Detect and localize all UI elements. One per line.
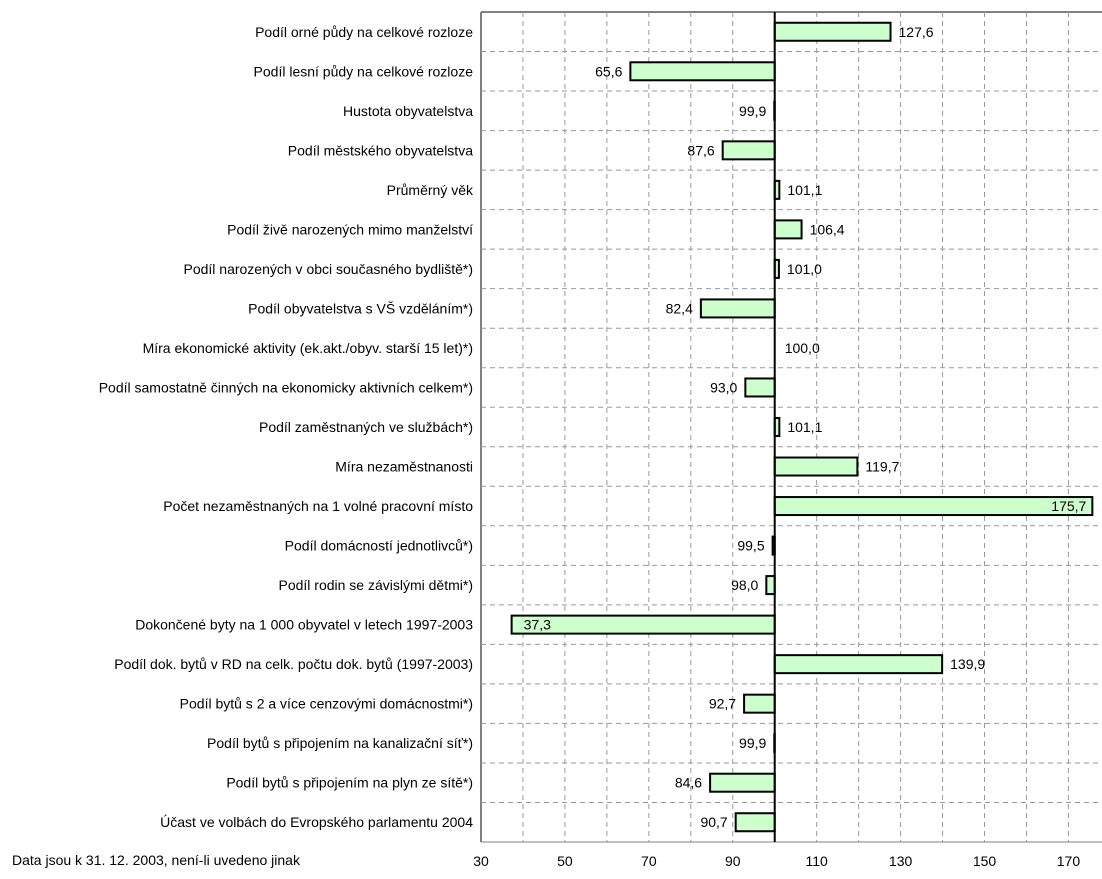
category-label: Podíl samostatně činných na ekonomicky a… <box>99 379 473 395</box>
category-label: Hustota obyvatelstva <box>343 103 473 119</box>
bar-value-label: 93,0 <box>710 379 737 395</box>
bar-value-label: 101,1 <box>787 182 822 198</box>
category-label: Míra ekonomické aktivity (ek.akt./obyv. … <box>143 340 473 356</box>
category-labels: Podíl orné půdy na celkové rozloze Podíl … <box>99 24 474 830</box>
bar <box>723 141 775 159</box>
bar-value-label: 98,0 <box>731 577 758 593</box>
bar-value-label: 92,7 <box>709 696 736 712</box>
bar <box>775 497 1093 515</box>
category-label: Podíl městského obyvatelstva <box>288 142 473 158</box>
category-label: Průměrný věk <box>387 182 474 198</box>
bar <box>775 23 891 41</box>
category-label: Podíl dok. bytů v RD na celk. počtu dok.… <box>114 656 473 672</box>
x-tick-label: 150 <box>973 853 997 869</box>
footnote: Data jsou k 31. 12. 2003, není-li uveden… <box>12 852 301 868</box>
bar-value-label: 101,0 <box>787 261 822 277</box>
x-tick-label: 130 <box>889 853 913 869</box>
category-label: Podíl obyvatelstva s VŠ vzděláním*) <box>248 300 473 316</box>
category-label: Podíl bytů s připojením na kanalizační s… <box>207 735 473 751</box>
bar <box>736 813 775 831</box>
category-label: Podíl domácností jednotlivců*) <box>285 538 473 554</box>
category-label: Podíl lesní půdy na celkové rozloze <box>254 63 474 79</box>
category-label: Podíl bytů s připojením na plyn ze sítě*… <box>226 775 473 791</box>
x-tick-label: 90 <box>725 853 741 869</box>
bar-value-label: 127,6 <box>899 24 934 40</box>
bar <box>512 616 775 634</box>
category-label: Podíl rodin se závislými dětmi*) <box>278 577 473 593</box>
bar <box>775 458 858 476</box>
bar <box>766 576 774 594</box>
category-label: Podíl zaměstnaných ve službách*) <box>259 419 473 435</box>
category-label: Podíl narozených v obci současného bydli… <box>183 261 473 277</box>
bar-value-label: 119,7 <box>865 459 899 475</box>
category-label: Počet nezaměstnaných na 1 volné pracovní… <box>163 498 473 514</box>
bar-value-label: 65,6 <box>595 63 622 79</box>
bar <box>701 299 775 317</box>
bar-value-label: 106,4 <box>810 221 845 237</box>
category-label: Účast ve volbách do Evropského parlament… <box>160 814 473 830</box>
x-tick-label: 70 <box>641 853 657 869</box>
bar-value-label: 101,1 <box>787 419 822 435</box>
bar-value-label: 139,9 <box>950 656 985 672</box>
bar-value-label: 90,7 <box>700 814 727 830</box>
category-label: Podíl živě narozených mimo manželství <box>227 221 473 237</box>
bar-value-label: 82,4 <box>666 300 693 316</box>
x-tick-label: 110 <box>806 853 829 869</box>
bar-value-label: 99,5 <box>737 538 764 554</box>
bar <box>775 655 942 673</box>
bar <box>745 378 774 396</box>
x-tick-labels: 30 50 70 90 110 130 150 170 <box>473 853 1080 869</box>
bar-value-label: 100,0 <box>785 340 820 356</box>
bar <box>710 774 775 792</box>
bar-value-label: 84,6 <box>675 775 702 791</box>
value-labels: 127,6 65,6 99,9 87,6 101,1 106,4 101,0 82,4 100,… <box>524 24 1087 830</box>
bar-value-label: 87,6 <box>687 142 714 158</box>
bar-value-label: 99,9 <box>739 735 766 751</box>
x-tick-label: 170 <box>1057 853 1081 869</box>
x-tick-label: 50 <box>557 853 573 869</box>
bar <box>744 695 775 713</box>
bar-value-label: 99,9 <box>739 103 766 119</box>
category-label: Míra nezaměstnanosti <box>335 459 473 475</box>
bar <box>775 220 802 238</box>
bar-value-label: 37,3 <box>524 617 551 633</box>
category-label: Podíl orné půdy na celkové rozloze <box>255 24 473 40</box>
category-label: Dokončené byty na 1 000 obyvatel v letec… <box>135 617 473 633</box>
category-label: Podíl bytů s 2 a více cenzovými domácnos… <box>180 696 473 712</box>
x-tick-label: 30 <box>473 853 489 869</box>
bar <box>630 62 774 80</box>
bar-value-label: 175,7 <box>1051 498 1086 514</box>
